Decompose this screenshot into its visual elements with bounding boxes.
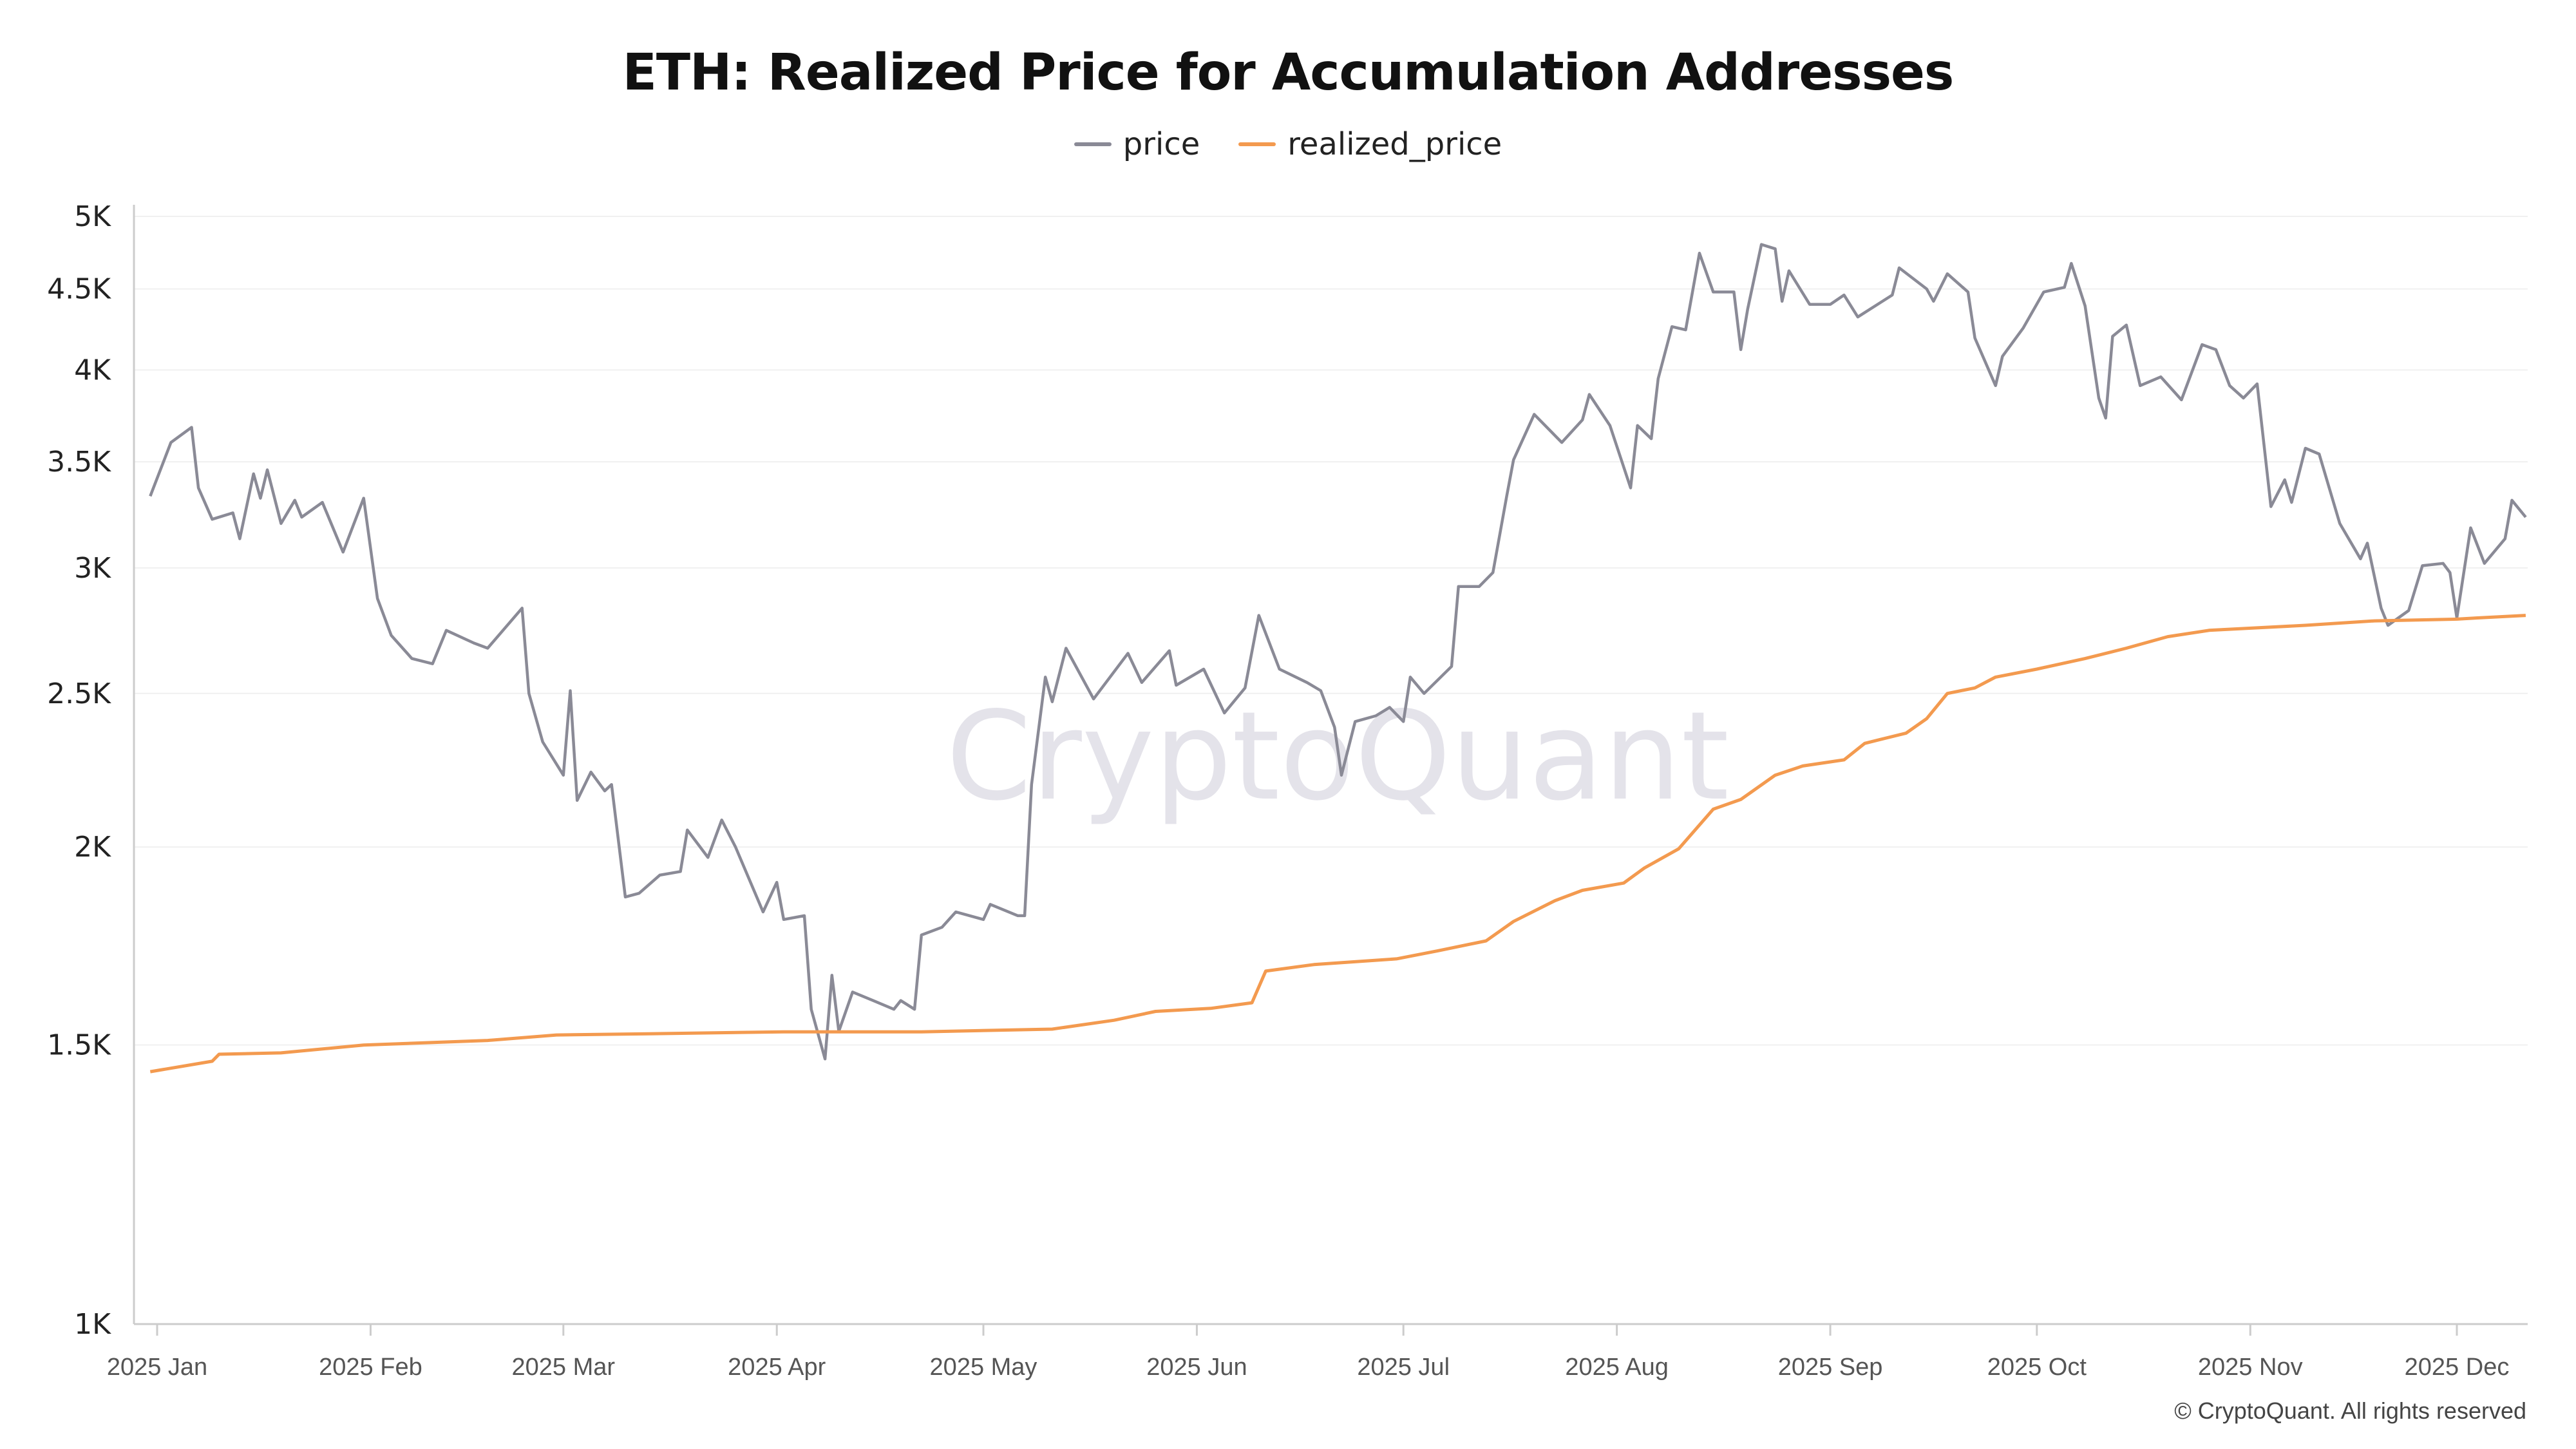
legend-swatch-realized-price bbox=[1238, 142, 1276, 146]
y-tick-label: 2.5K bbox=[47, 677, 111, 710]
y-tick-label: 2K bbox=[74, 831, 111, 864]
y-tick-label: 3K bbox=[74, 552, 111, 585]
x-tick-label: 2025 Sep bbox=[1778, 1354, 1883, 1381]
series-line-price bbox=[149, 243, 2527, 1061]
y-tick-label: 3.5K bbox=[47, 446, 111, 478]
x-tick-label: 2025 Nov bbox=[2198, 1354, 2303, 1381]
x-tick-label: 2025 Feb bbox=[319, 1354, 422, 1381]
y-tick-label: 1.5K bbox=[47, 1029, 111, 1062]
x-tick-label: 2025 Dec bbox=[2405, 1354, 2510, 1381]
y-tick-label: 5K bbox=[74, 200, 111, 233]
y-tick-label: 1K bbox=[74, 1308, 111, 1341]
series-line-realized-price bbox=[149, 614, 2526, 1074]
x-tick-label: 2025 Aug bbox=[1565, 1354, 1669, 1381]
x-tick-label: 2025 Jun bbox=[1146, 1354, 1247, 1381]
x-tick-label: 2025 Oct bbox=[1987, 1354, 2087, 1381]
x-tick-label: 2025 Mar bbox=[512, 1354, 616, 1381]
legend-swatch-price bbox=[1074, 142, 1112, 146]
x-tick-label: 2025 Jul bbox=[1357, 1354, 1450, 1381]
chart-title: ETH: Realized Price for Accumulation Add… bbox=[622, 44, 1955, 102]
y-tick-label: 4.5K bbox=[47, 273, 111, 306]
legend-item-price[interactable]: price bbox=[1074, 126, 1200, 162]
legend: price realized_price bbox=[0, 126, 2576, 162]
x-tick-label: 2025 Apr bbox=[728, 1354, 826, 1381]
legend-label-price: price bbox=[1122, 126, 1200, 162]
legend-item-realized-price[interactable]: realized_price bbox=[1238, 126, 1502, 162]
x-tick-label: 2025 Jan bbox=[107, 1354, 207, 1381]
y-tick-label: 4K bbox=[74, 354, 111, 386]
x-tick-label: 2025 May bbox=[930, 1354, 1037, 1381]
legend-label-realized-price: realized_price bbox=[1287, 126, 1502, 162]
copyright-notice: © CryptoQuant. All rights reserved bbox=[2174, 1397, 2526, 1424]
